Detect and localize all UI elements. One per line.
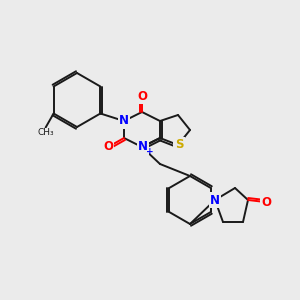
Text: N: N [210, 194, 220, 206]
Text: N: N [119, 115, 129, 128]
Text: O: O [137, 89, 147, 103]
Text: O: O [261, 196, 271, 208]
Text: CH₃: CH₃ [37, 128, 54, 137]
Text: S: S [175, 139, 183, 152]
Text: N: N [138, 140, 148, 154]
Text: +: + [146, 148, 154, 157]
Text: O: O [103, 140, 113, 154]
